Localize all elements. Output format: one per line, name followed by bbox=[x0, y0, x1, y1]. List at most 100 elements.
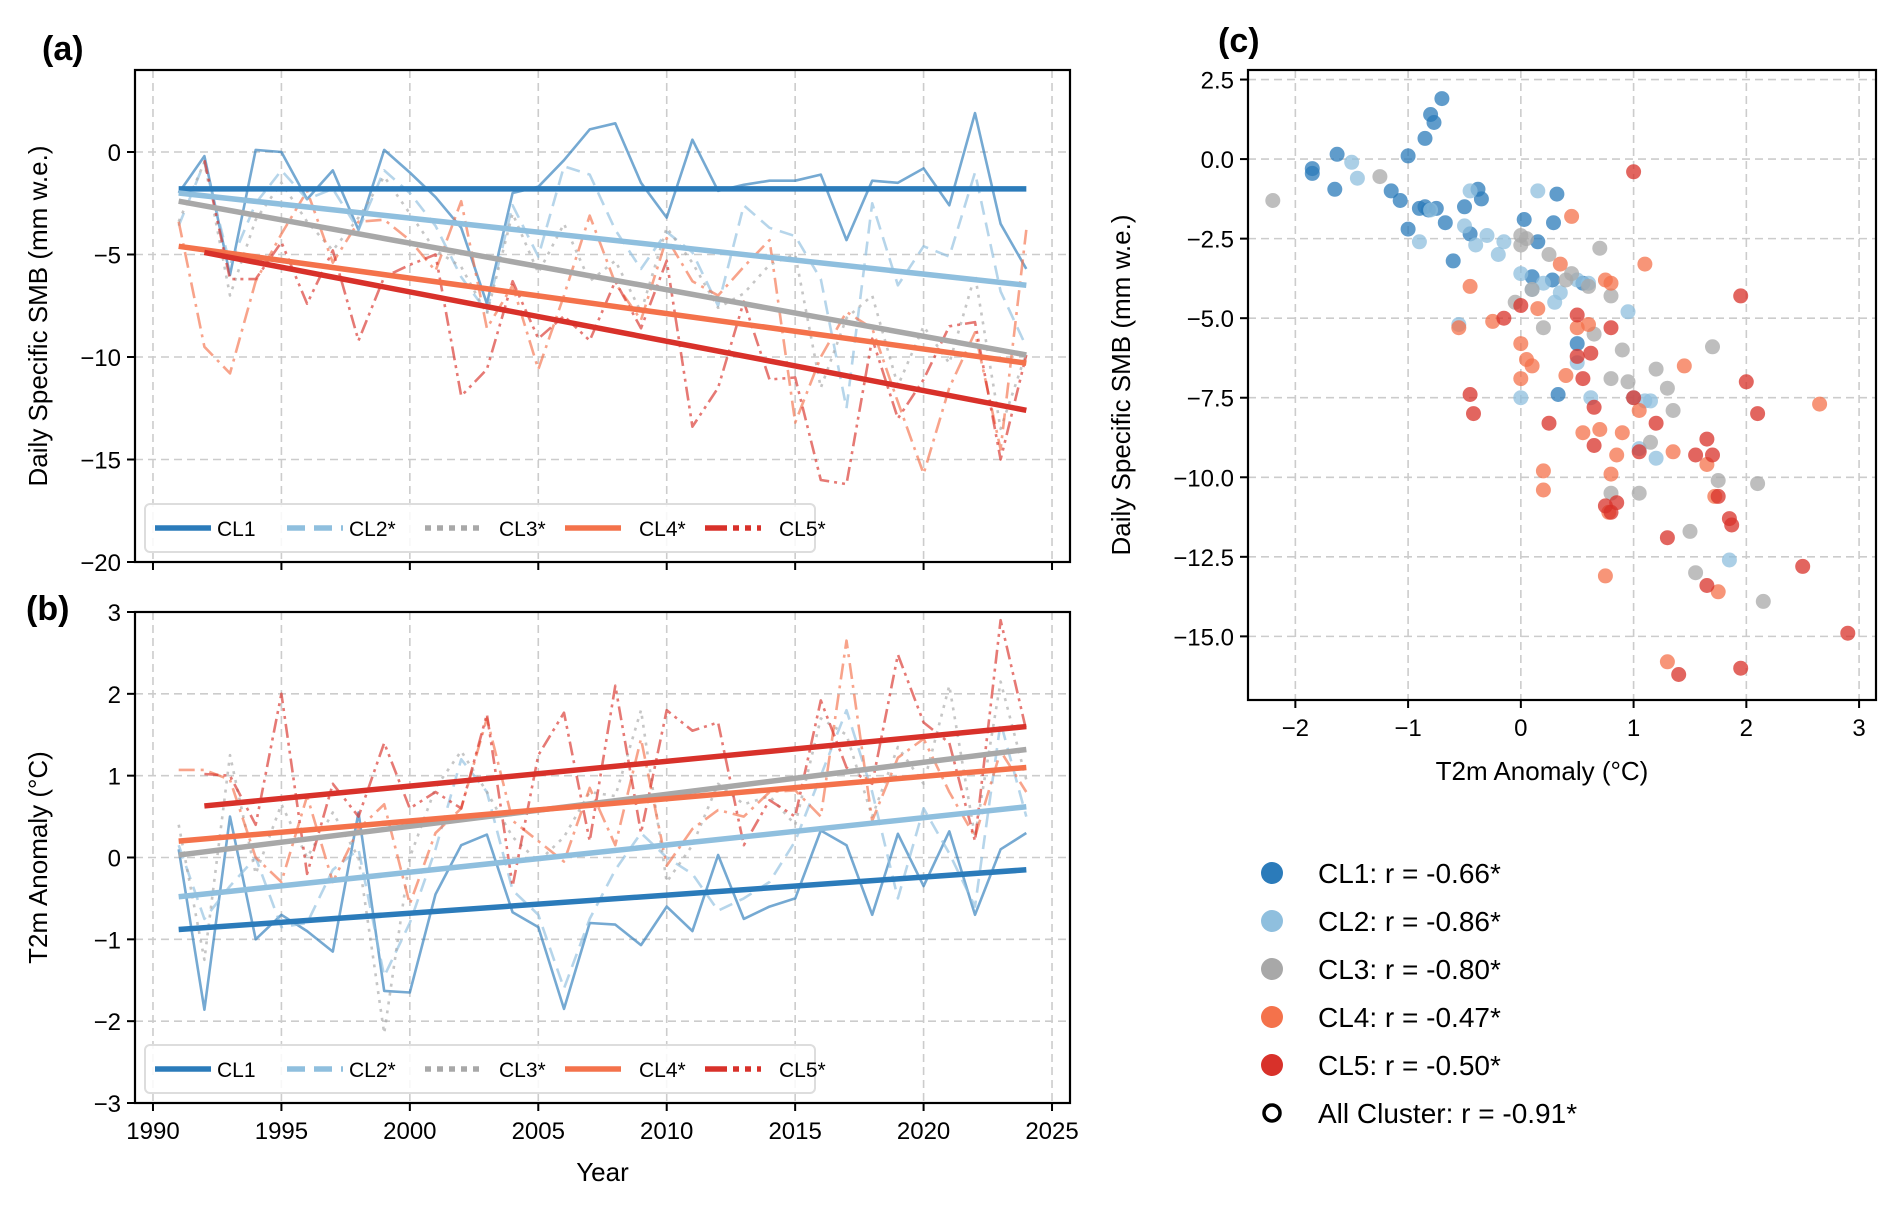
scatter-point-cl1 bbox=[1516, 212, 1532, 227]
scatter-point-cl4 bbox=[1659, 654, 1675, 670]
scatter-point-cl2 bbox=[1468, 237, 1484, 253]
scatter-point-cl1 bbox=[1434, 91, 1450, 107]
scatter-point-cl1 bbox=[1550, 387, 1566, 402]
scatter-point-cl3 bbox=[1705, 339, 1720, 355]
x-tick-label: 1995 bbox=[255, 1118, 308, 1145]
scatter-point-cl3 bbox=[1603, 288, 1619, 304]
y-tick-label: −7.5 bbox=[1187, 386, 1234, 413]
legend-marker-cl4 bbox=[1261, 1006, 1283, 1028]
legend-label: CL5* bbox=[779, 518, 826, 541]
scatter-point-cl2 bbox=[1620, 304, 1636, 320]
legend-marker-cl2 bbox=[1261, 910, 1283, 932]
scatter-point-cl3 bbox=[1643, 434, 1658, 450]
legend-label: CL1 bbox=[217, 1059, 256, 1082]
scatter-point-cl3 bbox=[1648, 361, 1664, 377]
panel-b-t2m-timeseries: 1990 1995 2000 2005 2010 2015 2020 2025 3 2 1 0 −1 −2… bbox=[23, 600, 1079, 1187]
scatter-point-cl1 bbox=[1549, 186, 1565, 202]
trend-line-cl2 bbox=[178, 190, 1027, 288]
y-tick-label: −2.5 bbox=[1187, 227, 1234, 254]
scatter-point-cl4 bbox=[1558, 368, 1574, 383]
x-tick-label: 0 bbox=[1514, 715, 1527, 742]
scatter-point-cl2 bbox=[1411, 234, 1427, 250]
scatter-point-cl4 bbox=[1665, 444, 1681, 460]
scatter-point-cl5 bbox=[1603, 320, 1619, 336]
scatter-point-cl5 bbox=[1840, 625, 1856, 641]
scatter-point-cl1 bbox=[1417, 130, 1433, 146]
scatter-point-cl3 bbox=[1682, 523, 1698, 539]
scatter-point-cl5 bbox=[1750, 406, 1766, 422]
x-tick-label: 2000 bbox=[383, 1118, 436, 1145]
scatter-point-cl3 bbox=[1710, 473, 1726, 488]
scatter-point-cl5 bbox=[1626, 390, 1642, 406]
scatter-point-cl3 bbox=[1750, 476, 1766, 492]
scatter-point-cl2 bbox=[1513, 266, 1529, 282]
y-tick-label: −1 bbox=[94, 927, 121, 954]
scatter-point-cl5 bbox=[1466, 406, 1481, 422]
scatter-point-cl1 bbox=[1400, 221, 1416, 237]
axes-frame bbox=[133, 610, 1072, 1105]
trend-line-cl4 bbox=[178, 243, 1027, 366]
scatter-point-cl4 bbox=[1597, 568, 1613, 584]
trend-line-cl5 bbox=[203, 249, 1027, 414]
scatter-point-cl5 bbox=[1648, 415, 1664, 431]
scatter-point-cl1 bbox=[1473, 191, 1489, 207]
legend-label: CL4* bbox=[639, 518, 686, 541]
scatter-point-cl4 bbox=[1569, 320, 1585, 336]
scatter-point-cl5 bbox=[1609, 495, 1625, 511]
scatter-point-cl3 bbox=[1581, 278, 1596, 294]
scatter-point-cl3 bbox=[1614, 342, 1630, 358]
scatter-point-cl5 bbox=[1699, 431, 1715, 447]
scatter-point-cl1 bbox=[1569, 336, 1585, 352]
scatter-point-cl3 bbox=[1524, 282, 1540, 297]
x-tick-label: −2 bbox=[1282, 715, 1309, 742]
legend-label: CL2* bbox=[349, 518, 396, 541]
scatter-point-cl5 bbox=[1586, 438, 1602, 453]
scatter-point-cl2 bbox=[1513, 390, 1529, 406]
series-line-cl4 bbox=[178, 639, 1028, 906]
scatter-point-cl4 bbox=[1552, 256, 1568, 272]
scatter-point-cl2 bbox=[1423, 202, 1439, 218]
scatter-point-cl3 bbox=[1603, 371, 1619, 387]
axes-frame bbox=[1246, 68, 1878, 702]
scatter-point-cl4 bbox=[1676, 358, 1692, 374]
scatter-point-cl5 bbox=[1496, 310, 1512, 326]
y-tick-label: 2.5 bbox=[1201, 68, 1234, 95]
y-tick-label: 0.0 bbox=[1201, 147, 1234, 174]
x-axis-label: Year bbox=[576, 1157, 629, 1187]
scatter-point-cl2 bbox=[1643, 393, 1658, 409]
scatter-point-cl5 bbox=[1705, 447, 1720, 463]
scatter-point-cl1 bbox=[1329, 146, 1345, 162]
y-tick-label: −10 bbox=[80, 345, 121, 372]
scatter-legend: CL1: r = -0.66* CL2: r = -0.86* CL3: r = -… bbox=[1261, 858, 1577, 1129]
y-tick-label: 2 bbox=[108, 682, 121, 709]
series-line-cl2 bbox=[177, 161, 1028, 410]
y-tick-label: 0 bbox=[108, 140, 121, 167]
legend-label: CL4* bbox=[639, 1059, 686, 1082]
y-tick-label: −15 bbox=[80, 448, 121, 475]
scatter-point-cl5 bbox=[1575, 371, 1591, 387]
scatter-point-cl2 bbox=[1457, 218, 1472, 234]
trend-line-cl1 bbox=[178, 867, 1027, 933]
scatter-point-cl1 bbox=[1400, 148, 1416, 164]
legend-marker-cl1 bbox=[1261, 862, 1283, 884]
scatter-point-cl3 bbox=[1631, 485, 1647, 501]
legend-label: CL3* bbox=[499, 518, 546, 541]
scatter-point-cl5 bbox=[1583, 345, 1599, 361]
panel-a-smb-timeseries: 0 −5 −10 −15 −20 Daily Specific SMB (mm w.e.)… bbox=[23, 68, 1072, 577]
y-axis-label: Daily Specific SMB (mm w.e.) bbox=[1106, 215, 1136, 556]
y-tick-label: −10.0 bbox=[1173, 465, 1234, 492]
scatter-point-cl4 bbox=[1603, 275, 1619, 291]
scatter-point-cl3 bbox=[1541, 247, 1557, 262]
scatter-point-cl3 bbox=[1372, 169, 1388, 185]
y-axis-label: Daily Specific SMB (mm w.e.) bbox=[23, 146, 53, 487]
scatter-point-cl5 bbox=[1541, 415, 1557, 431]
scatter-point-cl4 bbox=[1524, 358, 1540, 374]
legend-label: CL1: r = -0.66* bbox=[1318, 858, 1501, 889]
scatter-point-cl3 bbox=[1688, 565, 1704, 581]
trend-line-cl4 bbox=[178, 764, 1027, 844]
series-line-cl3 bbox=[177, 161, 1028, 431]
scatter-point-cl1 bbox=[1383, 183, 1399, 199]
scatter-point-cl5 bbox=[1462, 387, 1478, 402]
series-line-cl2 bbox=[177, 708, 1028, 990]
legend-label: CL5: r = -0.50* bbox=[1318, 1050, 1501, 1081]
